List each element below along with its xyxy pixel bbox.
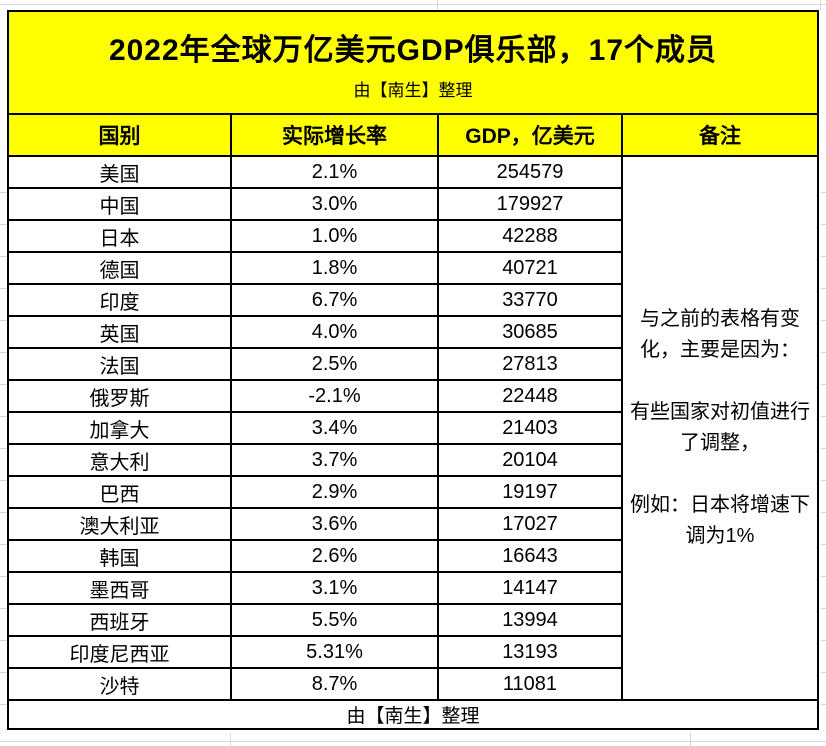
cell-growth: 2.9% [230, 475, 439, 509]
cell-growth: 5.5% [230, 603, 439, 637]
margin-gridline-stub [690, 733, 691, 746]
table-row: 俄罗斯 -2.1% 22448 [7, 379, 818, 413]
cell-country: 意大利 [7, 443, 232, 477]
cell-country: 韩国 [7, 539, 232, 573]
cell-growth: 4.0% [230, 315, 439, 349]
cell-gdp: 40721 [437, 251, 623, 285]
table-row: 印度尼西亚 5.31% 13193 [7, 635, 818, 669]
cell-country: 中国 [7, 187, 232, 221]
table-footer: 由【南生】整理 [7, 699, 819, 730]
note-cell: 与之前的表格有变化，主要是因为： 有些国家对初值进行了调整， 例如：日本将增速下… [621, 155, 819, 701]
table-row: 意大利 3.7% 20104 [7, 443, 818, 477]
margin-gridline-stub [230, 733, 231, 746]
cell-country: 加拿大 [7, 411, 232, 445]
cell-country: 沙特 [7, 667, 232, 701]
cell-growth: 3.7% [230, 443, 439, 477]
cell-gdp: 30685 [437, 315, 623, 349]
cell-growth: 3.4% [230, 411, 439, 445]
cell-growth: 6.7% [230, 283, 439, 317]
cell-growth: 3.6% [230, 507, 439, 541]
cell-country: 英国 [7, 315, 232, 349]
cell-gdp: 11081 [437, 667, 623, 701]
cell-growth: -2.1% [230, 379, 439, 413]
cell-gdp: 27813 [437, 347, 623, 381]
cell-gdp: 19197 [437, 475, 623, 509]
margin-gridline-stub [820, 0, 821, 10]
table-row: 西班牙 5.5% 13994 [7, 603, 818, 637]
cell-gdp: 254579 [437, 155, 623, 189]
cell-country: 日本 [7, 219, 232, 253]
table-sheet: 2022年全球万亿美元GDP俱乐部，17个成员 由【南生】整理 国别 实际增长率… [7, 10, 819, 730]
margin-gridline-row-stubs-left [0, 161, 7, 706]
cell-country: 墨西哥 [7, 571, 232, 605]
margin-gridline-stub [437, 0, 438, 10]
margin-gridline-bottom [0, 741, 826, 742]
cell-country: 德国 [7, 251, 232, 285]
column-header-country: 国别 [7, 113, 232, 157]
cell-country: 美国 [7, 155, 232, 189]
cell-growth: 2.5% [230, 347, 439, 381]
table-row: 德国 1.8% 40721 [7, 251, 818, 285]
margin-gridline-top [0, 4, 826, 5]
column-header-note: 备注 [621, 113, 819, 157]
cell-growth: 3.1% [230, 571, 439, 605]
cell-growth: 2.1% [230, 155, 439, 189]
table-row: 日本 1.0% 42288 [7, 219, 818, 253]
footer-row: 由【南生】整理 [7, 699, 819, 730]
table-row: 印度 6.7% 33770 [7, 283, 818, 317]
cell-growth: 5.31% [230, 635, 439, 669]
cell-growth: 2.6% [230, 539, 439, 573]
page-title: 2022年全球万亿美元GDP俱乐部，17个成员 [108, 33, 718, 67]
cell-country: 西班牙 [7, 603, 232, 637]
gdp-table: 2022年全球万亿美元GDP俱乐部，17个成员 由【南生】整理 国别 实际增长率… [7, 10, 819, 730]
cell-growth: 1.8% [230, 251, 439, 285]
table-row: 沙特 8.7% 11081 [7, 667, 818, 701]
table-row: 中国 3.0% 179927 [7, 187, 818, 221]
cell-growth: 8.7% [230, 667, 439, 701]
cell-gdp: 13994 [437, 603, 623, 637]
page-subtitle: 由【南生】整理 [353, 80, 473, 100]
cell-gdp: 16643 [437, 539, 623, 573]
table-row: 巴西 2.9% 19197 [7, 475, 818, 509]
cell-country: 法国 [7, 347, 232, 381]
column-header-growth: 实际增长率 [230, 113, 439, 157]
title-cell: 2022年全球万亿美元GDP俱乐部，17个成员 由【南生】整理 [7, 10, 819, 115]
header-row: 国别 实际增长率 GDP，亿美元 备注 [7, 113, 819, 157]
cell-gdp: 20104 [437, 443, 623, 477]
table-row: 法国 2.5% 27813 [7, 347, 818, 381]
cell-gdp: 14147 [437, 571, 623, 605]
margin-gridline-row-stubs-right [821, 161, 826, 706]
cell-gdp: 13193 [437, 635, 623, 669]
cell-country: 澳大利亚 [7, 507, 232, 541]
cell-growth: 1.0% [230, 219, 439, 253]
cell-country: 巴西 [7, 475, 232, 509]
cell-growth: 3.0% [230, 187, 439, 221]
cell-gdp: 42288 [437, 219, 623, 253]
cell-gdp: 22448 [437, 379, 623, 413]
table-row: 美国 2.1% 254579 与之前的表格有变化，主要是因为： 有些国家对初值进… [7, 155, 819, 701]
column-header-gdp: GDP，亿美元 [437, 113, 623, 157]
cell-gdp: 33770 [437, 283, 623, 317]
table-row: 韩国 2.6% 16643 [7, 539, 818, 573]
cell-gdp: 17027 [437, 507, 623, 541]
table-row: 加拿大 3.4% 21403 [7, 411, 818, 445]
cell-country: 印度尼西亚 [7, 635, 232, 669]
table-row: 英国 4.0% 30685 [7, 315, 818, 349]
title-row: 2022年全球万亿美元GDP俱乐部，17个成员 由【南生】整理 [7, 10, 819, 115]
cell-country: 俄罗斯 [7, 379, 232, 413]
cell-gdp: 179927 [437, 187, 623, 221]
table-row: 墨西哥 3.1% 14147 [7, 571, 818, 605]
cell-gdp: 21403 [437, 411, 623, 445]
table-row: 澳大利亚 3.6% 17027 [7, 507, 818, 541]
cell-country: 印度 [7, 283, 232, 317]
